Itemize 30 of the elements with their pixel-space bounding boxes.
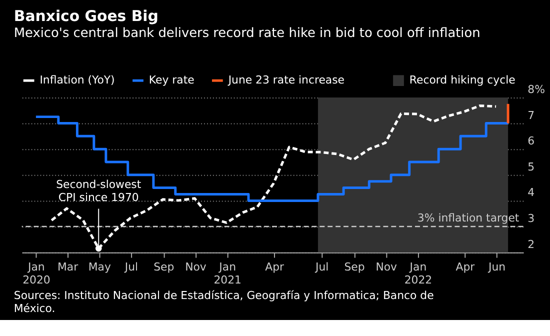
x-tick-label: Jul <box>124 260 138 274</box>
legend-label: Key rate <box>148 74 195 87</box>
x-tick-label: Sep <box>154 260 174 274</box>
legend-label: June 23 rate increase <box>227 74 345 87</box>
x-tick-label: Apr <box>456 260 476 274</box>
source-note: Sources: Instituto Nacional de Estadística, Geografía y Informatica; Banco de México. <box>14 288 434 315</box>
x-tick-label: Jan 2021 <box>214 260 242 287</box>
x-tick-label: Jan 2020 <box>22 260 50 287</box>
chart-subtitle: Mexico's central bank delivers record rate hike in bid to cool off inflation <box>14 26 480 41</box>
legend-label: Inflation (YoY) <box>40 74 115 87</box>
y-tick-label: 6 <box>528 134 535 148</box>
y-tick-label: 8% <box>528 82 545 96</box>
y-tick-label: 4 <box>528 186 535 200</box>
x-tick-label: Nov <box>376 260 398 274</box>
legend-label: Record hiking cycle <box>409 74 516 87</box>
x-tick-label: Jan 2022 <box>404 260 432 287</box>
x-tick-label: Mar <box>57 260 79 274</box>
y-tick-label: 3 <box>528 212 535 226</box>
x-tick-label: Jul <box>314 260 329 274</box>
x-tick-label: Sep <box>344 260 365 274</box>
ref-line-label: 3% inflation target <box>417 212 520 225</box>
chart-title: Banxico Goes Big <box>14 7 158 26</box>
annotation: Second-slowest CPI since 1970 <box>56 178 142 204</box>
x-tick-label: May <box>88 260 112 274</box>
x-tick-label: Apr <box>265 260 285 274</box>
x-tick-label: Nov <box>185 260 207 274</box>
y-tick-label: 2 <box>528 238 535 251</box>
x-tick-label: Jun <box>488 260 506 274</box>
y-tick-label: 7 <box>528 108 535 122</box>
y-tick-label: 5 <box>528 160 535 174</box>
